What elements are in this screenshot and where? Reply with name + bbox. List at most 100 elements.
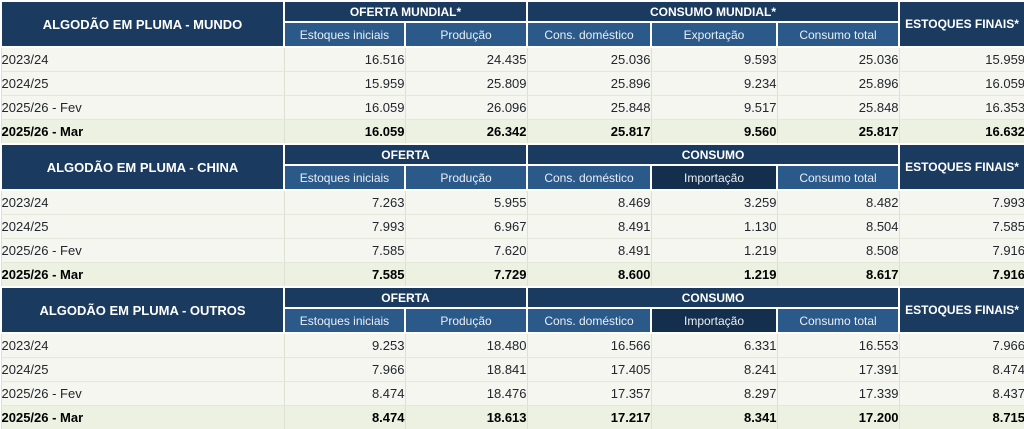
value-cell: 26.096: [405, 96, 527, 120]
value-cell: 18.476: [405, 382, 527, 406]
value-cell: 1.219: [651, 239, 777, 263]
value-cell: 7.585: [284, 263, 405, 287]
col-header-imports: Importação: [651, 308, 777, 333]
col-header-initial-stocks: Estoques iniciais: [284, 22, 405, 47]
col-header-exports: Exportação: [651, 22, 777, 47]
value-cell: 7.585: [899, 215, 1024, 239]
col-header-imports: Importação: [651, 165, 777, 190]
col-header-initial-stocks: Estoques iniciais: [284, 308, 405, 333]
value-cell: 7.263: [284, 190, 405, 215]
value-cell: 25.896: [527, 72, 651, 96]
col-header-production: Produção: [405, 308, 527, 333]
value-cell: 7.729: [405, 263, 527, 287]
row-label: 2023/24: [1, 190, 284, 215]
table-header: ALGODÃO EM PLUMA - CHINA OFERTA CONSUMO …: [1, 144, 1024, 190]
value-cell: 18.841: [405, 358, 527, 382]
balance-table-china: ALGODÃO EM PLUMA - CHINA OFERTA CONSUMO …: [0, 143, 1024, 286]
row-label: 2025/26 - Mar: [1, 120, 284, 144]
ending-stocks-header: ESTOQUES FINAIS*: [899, 287, 1024, 333]
value-cell: 8.474: [284, 382, 405, 406]
value-cell: 15.959: [899, 47, 1024, 72]
value-cell: 25.896: [777, 72, 899, 96]
value-cell: 8.437: [899, 382, 1024, 406]
value-cell: 25.848: [527, 96, 651, 120]
value-cell: 8.600: [527, 263, 651, 287]
value-cell: 5.955: [405, 190, 527, 215]
value-cell: 17.357: [527, 382, 651, 406]
table-header: ALGODÃO EM PLUMA - MUNDO OFERTA MUNDIAL*…: [1, 1, 1024, 47]
value-cell: 17.339: [777, 382, 899, 406]
value-cell: 8.491: [527, 215, 651, 239]
value-cell: 25.809: [405, 72, 527, 96]
col-header-domestic-consumption: Cons. doméstico: [527, 308, 651, 333]
value-cell: 17.200: [777, 406, 899, 429]
value-cell: 25.036: [777, 47, 899, 72]
value-cell: 8.482: [777, 190, 899, 215]
value-cell: 6.331: [651, 333, 777, 358]
value-cell: 7.585: [284, 239, 405, 263]
value-cell: 7.916: [899, 263, 1024, 287]
ending-stocks-header: ESTOQUES FINAIS*: [899, 144, 1024, 190]
row-label: 2024/25: [1, 215, 284, 239]
value-cell: 16.553: [777, 333, 899, 358]
value-cell: 3.259: [651, 190, 777, 215]
value-cell: 8.508: [777, 239, 899, 263]
section-title-mundo: ALGODÃO EM PLUMA - MUNDO: [1, 1, 284, 47]
value-cell: 17.391: [777, 358, 899, 382]
value-cell: 7.993: [899, 190, 1024, 215]
col-header-domestic-consumption: Cons. doméstico: [527, 165, 651, 190]
value-cell: 9.234: [651, 72, 777, 96]
value-cell: 16.059: [284, 120, 405, 144]
value-cell: 6.967: [405, 215, 527, 239]
value-cell: 8.297: [651, 382, 777, 406]
value-cell: 8.474: [899, 358, 1024, 382]
col-header-initial-stocks: Estoques iniciais: [284, 165, 405, 190]
value-cell: 16.353: [899, 96, 1024, 120]
value-cell: 7.966: [899, 333, 1024, 358]
value-cell: 8.341: [651, 406, 777, 429]
row-label: 2025/26 - Fev: [1, 382, 284, 406]
value-cell: 16.566: [527, 333, 651, 358]
value-cell: 8.491: [527, 239, 651, 263]
col-header-domestic-consumption: Cons. doméstico: [527, 22, 651, 47]
col-header-production: Produção: [405, 22, 527, 47]
col-header-total-consumption: Consumo total: [777, 165, 899, 190]
col-header-production: Produção: [405, 165, 527, 190]
balance-table-outros: ALGODÃO EM PLUMA - OUTROS OFERTA CONSUMO…: [0, 286, 1024, 429]
value-cell: 26.342: [405, 120, 527, 144]
ending-stocks-header: ESTOQUES FINAIS*: [899, 1, 1024, 47]
supply-group-header: OFERTA: [284, 144, 527, 165]
value-cell: 25.848: [777, 96, 899, 120]
value-cell: 8.617: [777, 263, 899, 287]
value-cell: 17.217: [527, 406, 651, 429]
row-label: 2023/24: [1, 47, 284, 72]
value-cell: 16.632: [899, 120, 1024, 144]
section-title-china: ALGODÃO EM PLUMA - CHINA: [1, 144, 284, 190]
table-header: ALGODÃO EM PLUMA - OUTROS OFERTA CONSUMO…: [1, 287, 1024, 333]
value-cell: 8.469: [527, 190, 651, 215]
value-cell: 16.059: [899, 72, 1024, 96]
value-cell: 7.993: [284, 215, 405, 239]
value-cell: 9.253: [284, 333, 405, 358]
value-cell: 7.916: [899, 239, 1024, 263]
supply-group-header: OFERTA: [284, 287, 527, 308]
value-cell: 8.241: [651, 358, 777, 382]
value-cell: 8.715: [899, 406, 1024, 429]
value-cell: 25.817: [777, 120, 899, 144]
value-cell: 25.036: [527, 47, 651, 72]
consumption-group-header: CONSUMO MUNDIAL*: [527, 1, 899, 22]
row-label: 2025/26 - Mar: [1, 263, 284, 287]
consumption-group-header: CONSUMO: [527, 144, 899, 165]
row-label: 2024/25: [1, 72, 284, 96]
value-cell: 9.560: [651, 120, 777, 144]
